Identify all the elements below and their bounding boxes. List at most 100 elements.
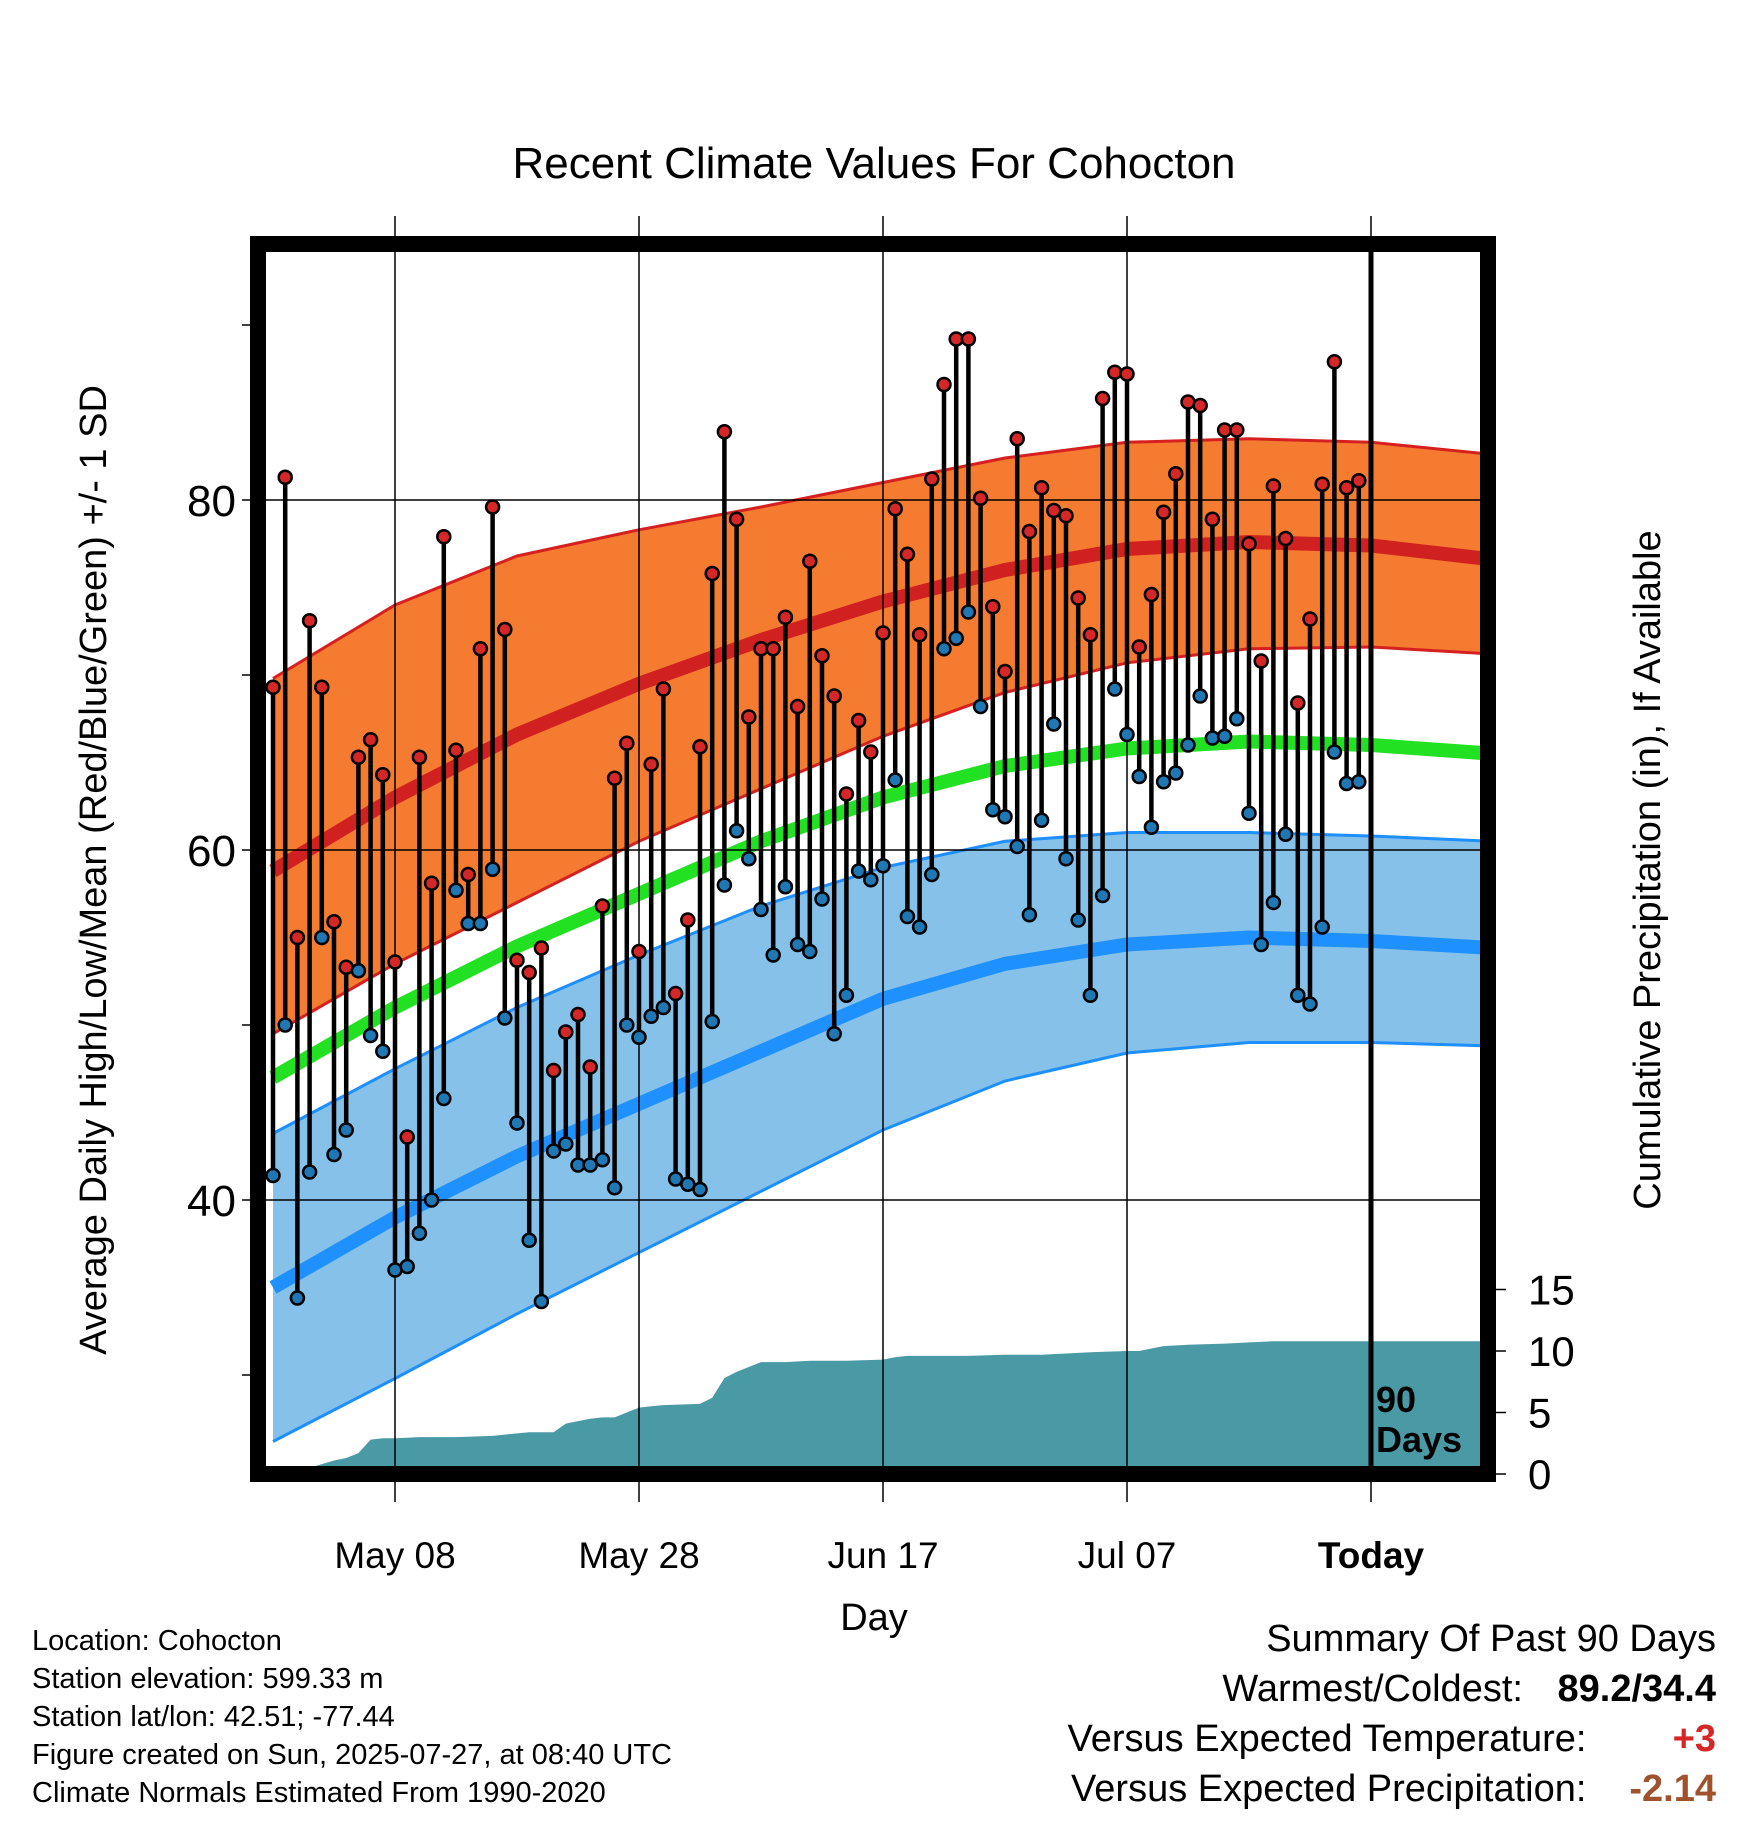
low-point	[1046, 716, 1062, 732]
low-point	[594, 1152, 611, 1168]
high-point	[521, 964, 537, 981]
high-point	[985, 599, 1001, 615]
low-point	[1009, 838, 1025, 855]
low-point	[265, 1167, 281, 1184]
high-point	[289, 929, 306, 946]
high-point	[448, 742, 464, 758]
precip-area	[273, 1341, 1488, 1474]
x-tick-label: Jul 07	[1078, 1535, 1177, 1576]
high-point	[1326, 354, 1343, 370]
low-point	[1277, 826, 1294, 842]
y-tick-label: 60	[187, 827, 236, 876]
high-point	[545, 1062, 562, 1079]
high-point	[802, 553, 818, 569]
low-point	[423, 1192, 440, 1208]
high-point	[460, 866, 476, 883]
low-point	[765, 947, 781, 963]
low-point	[277, 1017, 293, 1033]
summary-panel: Summary Of Past 90 Days Warmest/Coldest:…	[1068, 1614, 1716, 1814]
low-point	[1290, 987, 1306, 1003]
today-marker-label-1: 90	[1376, 1379, 1416, 1420]
low-point	[1351, 774, 1367, 790]
low-point	[509, 1115, 525, 1131]
low-point	[1229, 711, 1245, 727]
created-text: Figure created on Sun, 2025-07-27, at 08…	[32, 1739, 672, 1771]
high-point	[1229, 422, 1245, 438]
low-point	[484, 861, 501, 877]
high-point	[826, 688, 842, 704]
x-tick-label: May 08	[334, 1535, 455, 1576]
high-point	[789, 698, 806, 715]
high-point	[314, 679, 330, 695]
x-tick-label: Jun 17	[827, 1535, 938, 1576]
high-point	[1058, 508, 1074, 524]
low-point	[972, 698, 989, 715]
y2-tick-label: 0	[1528, 1451, 1551, 1498]
low-point	[704, 1013, 720, 1030]
low-point	[1180, 737, 1196, 753]
low-point	[350, 963, 367, 979]
high-point	[655, 681, 672, 697]
low-point	[1094, 887, 1111, 904]
high-point	[484, 499, 501, 515]
high-point	[765, 641, 781, 657]
y2-tick-label: 5	[1528, 1390, 1551, 1437]
low-point	[924, 866, 940, 883]
low-point	[1058, 851, 1074, 867]
high-point	[1265, 478, 1282, 494]
high-point	[1155, 504, 1172, 520]
y2-tick-label: 15	[1528, 1267, 1575, 1314]
high-point	[838, 786, 855, 802]
high-point	[875, 625, 891, 641]
warmest-label: Warmest/Coldest:	[1222, 1668, 1523, 1710]
low-point	[1241, 805, 1257, 821]
high-point	[582, 1059, 598, 1075]
low-point	[314, 929, 330, 946]
high-point	[362, 732, 379, 748]
high-point	[716, 424, 733, 440]
high-point	[631, 943, 647, 960]
low-point	[716, 877, 733, 893]
high-point	[497, 621, 513, 638]
low-point	[1107, 681, 1123, 697]
x-axis-label: Day	[840, 1597, 908, 1639]
high-point	[558, 1024, 574, 1040]
high-point	[960, 331, 977, 347]
high-point	[1107, 364, 1123, 380]
high-point	[423, 875, 440, 891]
high-point	[1192, 397, 1208, 414]
low-point	[436, 1090, 452, 1107]
high-point	[1277, 530, 1294, 547]
high-point	[399, 1129, 415, 1145]
low-point	[338, 1122, 354, 1138]
low-point	[375, 1043, 391, 1059]
low-point	[399, 1258, 415, 1275]
low-point	[802, 943, 818, 960]
temp-value: +3	[1672, 1718, 1716, 1760]
high-point	[1241, 536, 1257, 552]
high-point	[375, 767, 391, 783]
low-point	[1155, 774, 1172, 790]
chart-title: Recent Climate Values For Cohocton	[512, 139, 1235, 188]
y-tick-label: 80	[187, 477, 236, 526]
temp-label: Versus Expected Temperature:	[1067, 1718, 1587, 1760]
high-point	[1082, 627, 1099, 643]
low-point	[1192, 688, 1208, 704]
low-sd-band	[273, 832, 1488, 1442]
low-point	[850, 863, 867, 879]
low-point	[997, 809, 1013, 825]
y2-tick-label: 10	[1528, 1328, 1575, 1375]
high-point	[1143, 586, 1160, 603]
y-axis-label: Average Daily High/Low/Mean (Red/Blue/Gr…	[73, 385, 115, 1355]
high-point	[1021, 523, 1038, 540]
low-point	[448, 882, 464, 898]
high-point	[387, 954, 403, 970]
high-point	[741, 709, 757, 725]
high-point	[899, 546, 916, 562]
low-point	[887, 772, 903, 788]
high-point	[277, 469, 293, 485]
low-point	[619, 1017, 635, 1033]
high-point	[326, 914, 342, 930]
high-point	[301, 613, 318, 629]
